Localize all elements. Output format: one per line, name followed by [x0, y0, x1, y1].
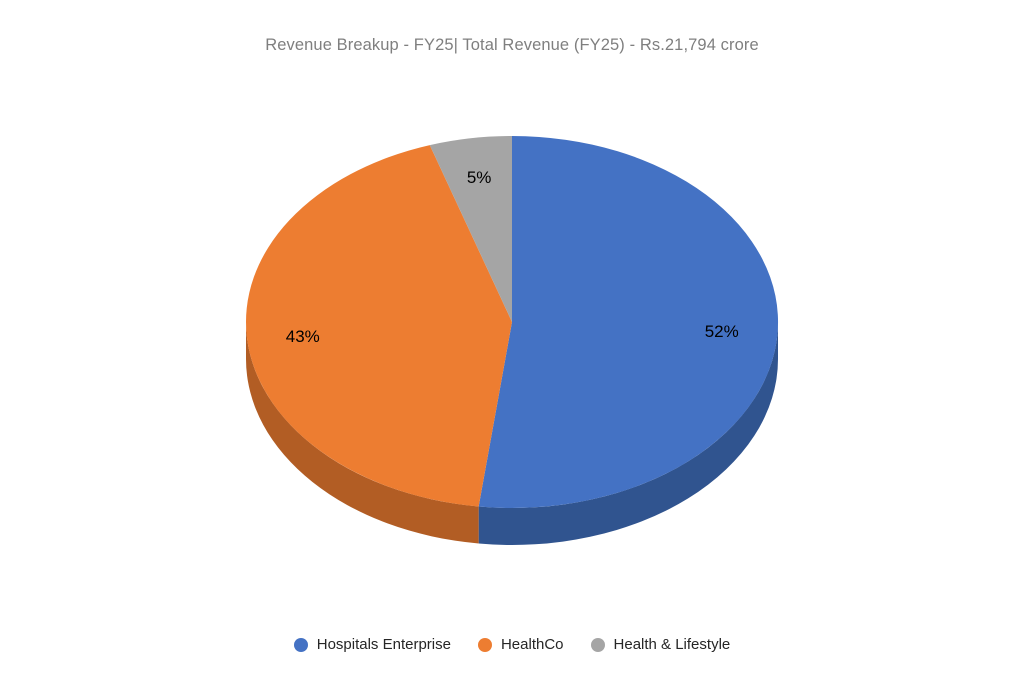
pie-slice-side-hospitals-enterprise: [478, 322, 778, 545]
legend-marker-hospitals-enterprise-icon: [293, 637, 308, 652]
pie-slice-health-lifestyle: [429, 136, 512, 322]
pie-slice-healthco: [245, 145, 512, 507]
pie-data-label-healthco: 43%: [286, 327, 320, 346]
legend-label-healthco: HealthCo: [500, 636, 564, 653]
legend-item-hospitals-enterprise: Hospitals Enterprise: [293, 636, 451, 653]
legend-item-health-lifestyle: Health & Lifestyle: [590, 636, 731, 653]
pie-data-label-health-lifestyle: 5%: [467, 168, 492, 187]
chart-title: Revenue Breakup - FY25| Total Revenue (F…: [265, 36, 759, 54]
pie-slice-hospitals-enterprise: [478, 136, 779, 508]
legend-marker-healthco-icon: [477, 637, 492, 652]
legend-item-healthco: HealthCo: [477, 636, 564, 653]
legend-label-hospitals-enterprise: Hospitals Enterprise: [316, 636, 451, 653]
pie-data-label-hospitals-enterprise: 52%: [705, 322, 739, 341]
legend-label-health-lifestyle: Health & Lifestyle: [613, 636, 731, 653]
legend-marker-health-lifestyle-icon: [590, 637, 605, 652]
chart-legend: Hospitals Enterprise HealthCo Health & Lif…: [0, 636, 1024, 653]
pie-slice-side-healthco: [246, 322, 479, 544]
